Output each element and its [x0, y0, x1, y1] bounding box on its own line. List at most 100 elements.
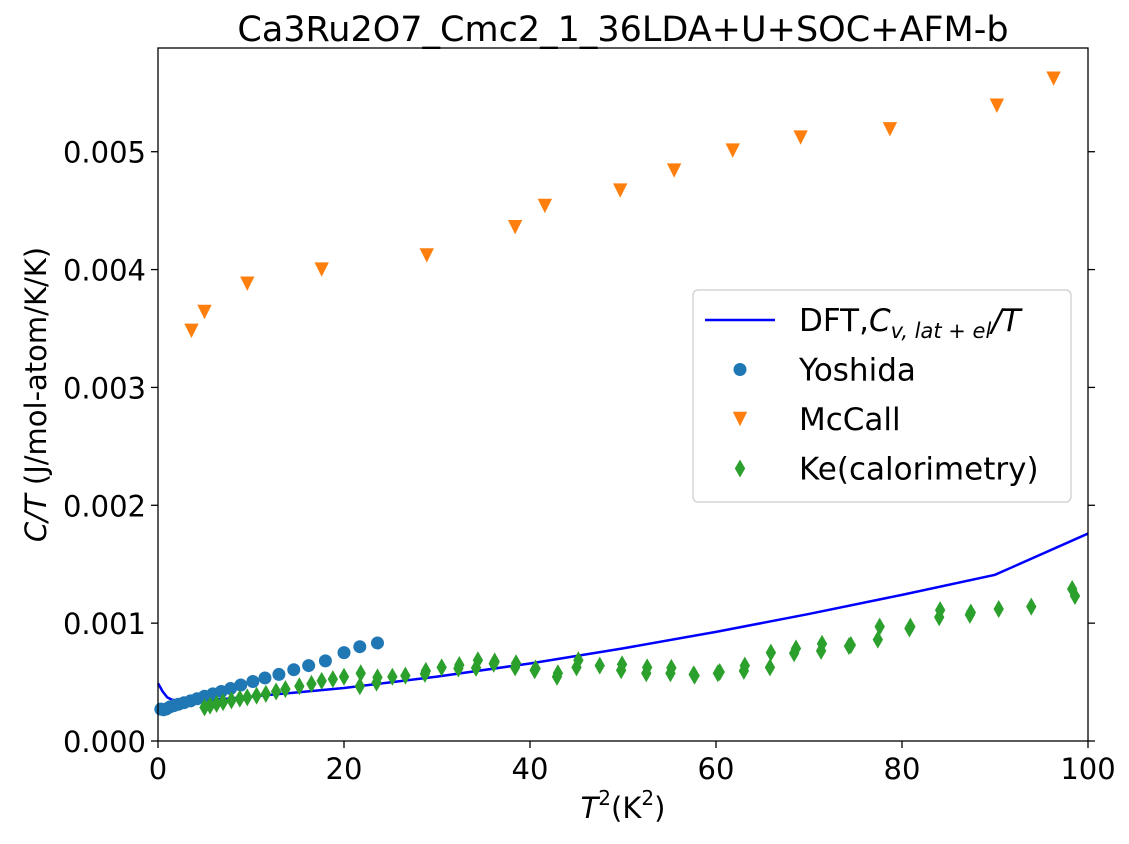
x-axis-title-unit-sup: 2 [641, 786, 654, 810]
data-point [272, 667, 286, 681]
data-point [420, 661, 432, 680]
data-point [989, 98, 1005, 113]
y-axis-title-var: C/T [19, 492, 53, 542]
chart-title: Ca3Ru2O7_Cmc2_1_36LDA+U+SOC+AFM-b [237, 10, 1008, 50]
data-point [1066, 579, 1078, 598]
data-point [242, 688, 253, 707]
legend-label: Yoshida [798, 353, 916, 389]
legend-marker-swatch [734, 459, 746, 478]
data-point [616, 655, 628, 674]
x-tick-label: 40 [512, 752, 549, 786]
data-point [1069, 587, 1081, 606]
x-axis-title-sup: 2 [598, 786, 611, 810]
data-point [666, 658, 677, 677]
data-point [689, 666, 700, 685]
data-point [314, 262, 329, 277]
plot-marks [154, 71, 1089, 717]
data-point [454, 655, 465, 674]
legend-label: DFT,Cv, lat + el/T [799, 303, 1023, 343]
data-point [594, 656, 605, 675]
x-tick-label: 80 [884, 752, 921, 786]
legend-item: DFT,Cv, lat + el/T [705, 303, 1023, 343]
y-tick-label: 0.001 [63, 607, 146, 641]
legend-label: Ke(calorimetry) [799, 452, 1039, 488]
data-point [507, 219, 523, 235]
data-point [537, 198, 553, 214]
data-point [226, 691, 237, 710]
x-tick-label: 20 [326, 752, 363, 786]
data-point [725, 143, 740, 158]
data-point [419, 248, 434, 263]
legend-marker-swatch [733, 363, 747, 376]
data-point [387, 667, 398, 686]
data-point [211, 694, 222, 713]
y-axis-title-unit: (J/mol-atom/K/K) [19, 247, 53, 494]
data-point [337, 646, 351, 660]
data-point [372, 668, 383, 687]
data-point [436, 658, 447, 677]
data-point [790, 639, 802, 658]
data-point [327, 670, 339, 689]
data-point [872, 630, 884, 649]
x-axis-title: T2(K2) [581, 786, 666, 825]
legend-box [692, 289, 1072, 503]
data-point [530, 659, 541, 678]
data-point [246, 674, 260, 688]
data-point [510, 654, 522, 673]
y-tick-label: 0.005 [63, 136, 146, 170]
y-tick-label: 0.002 [63, 489, 146, 523]
data-point [234, 678, 248, 692]
data-point [764, 658, 776, 677]
plot-frame [157, 47, 1089, 742]
data-point [552, 664, 564, 683]
data-point [355, 664, 366, 683]
data-point [793, 130, 808, 145]
legend-label: McCall [799, 402, 901, 438]
y-tick-label: 0.000 [63, 725, 146, 759]
data-point [816, 634, 828, 653]
data-point [199, 698, 210, 717]
data-point [306, 674, 317, 693]
data-point [184, 323, 199, 339]
data-point [400, 666, 411, 685]
x-tick-label: 0 [149, 752, 167, 786]
series-yoshida [154, 636, 384, 717]
data-point [666, 163, 682, 178]
data-point [874, 617, 885, 636]
data-point [316, 671, 327, 690]
legend-item: McCall [732, 402, 901, 438]
data-point [993, 600, 1004, 618]
data-point [882, 122, 898, 137]
data-point [240, 276, 255, 291]
data-point [353, 640, 367, 654]
x-tick-label: 60 [698, 752, 735, 786]
data-point [338, 667, 350, 686]
data-point [287, 663, 301, 677]
data-point [714, 663, 725, 682]
data-point [765, 643, 777, 662]
data-point [641, 658, 653, 677]
series-ke-calorimetry- [199, 579, 1081, 717]
data-point [318, 654, 332, 668]
x-axis-title-var: T [581, 791, 601, 825]
data-point [739, 656, 751, 675]
data-point [845, 635, 857, 654]
axis-ticks: 0 20 40 60 80 100 0.000 0.001 0.002 0.003 0.004 0.0… [63, 136, 1116, 786]
data-point [258, 671, 272, 685]
y-tick-label: 0.003 [63, 371, 146, 405]
data-point [251, 686, 262, 705]
y-tick-label: 0.004 [63, 254, 146, 288]
data-point [472, 651, 484, 670]
legend-item: Ke(calorimetry) [734, 452, 1039, 488]
data-point [573, 651, 584, 670]
data-point [613, 183, 628, 198]
data-point [294, 677, 305, 696]
x-axis-title-unit: (K [611, 791, 642, 825]
data-point [905, 617, 916, 636]
legend-marker-swatch [732, 411, 748, 427]
y-axis-title: C/T (J/mol-atom/K/K) [19, 247, 53, 542]
data-point [197, 304, 212, 320]
data-point [217, 693, 229, 712]
data-point [1026, 597, 1037, 616]
